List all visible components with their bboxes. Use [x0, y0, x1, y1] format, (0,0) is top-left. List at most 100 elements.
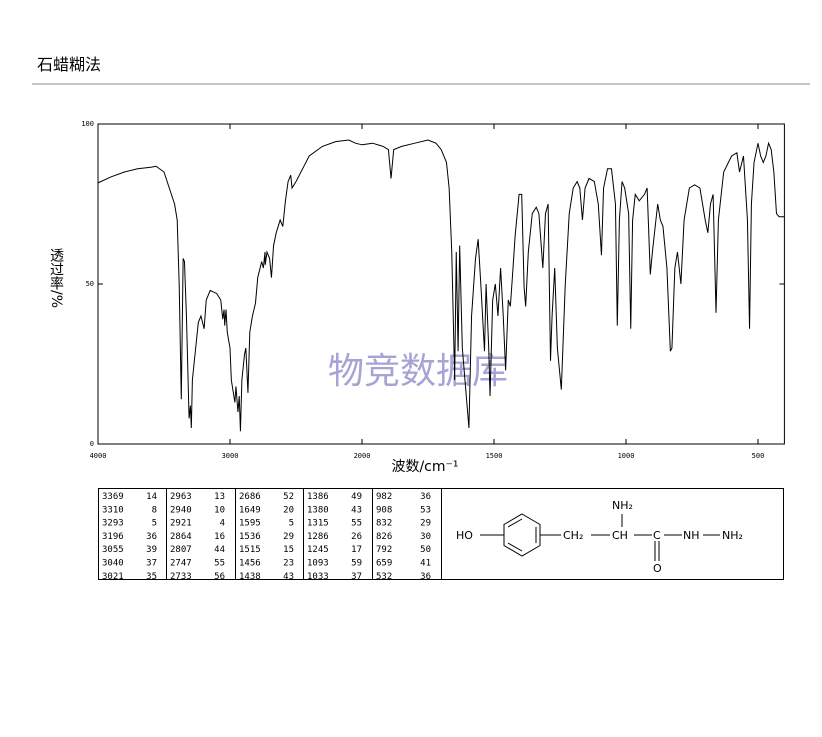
peak-wavenumber: 1456	[239, 559, 261, 569]
peak-transmittance: 55	[351, 519, 362, 529]
peak-wavenumber: 3055	[102, 545, 124, 555]
peak-wavenumber: 1386	[307, 492, 329, 502]
peak-wavenumber: 1033	[307, 572, 329, 582]
peak-wavenumber: 2747	[170, 559, 192, 569]
structure	[480, 513, 720, 561]
y-tick-label: 50	[86, 280, 94, 288]
benzene-ring	[503, 513, 541, 557]
page-title: 石蜡糊法	[37, 55, 101, 74]
y-tick-label: 100	[81, 120, 94, 128]
peak-transmittance: 36	[146, 532, 157, 542]
peak-transmittance: 5	[152, 519, 157, 529]
peak-transmittance: 16	[214, 532, 225, 542]
peak-wavenumber: 2940	[170, 505, 192, 515]
peak-wavenumber: 832	[376, 519, 392, 529]
peak-transmittance: 20	[283, 505, 294, 515]
peak-transmittance: 50	[420, 545, 431, 555]
peak-wavenumber: 1536	[239, 532, 261, 542]
peak-wavenumber: 3293	[102, 519, 124, 529]
peak-wavenumber: 826	[376, 532, 392, 542]
peak-transmittance: 4	[220, 519, 225, 529]
x-tick-label: 3000	[222, 452, 239, 460]
peak-wavenumber: 1286	[307, 532, 329, 542]
peak-wavenumber: 3310	[102, 505, 124, 515]
atom-label: HO	[456, 529, 473, 542]
peak-transmittance: 49	[351, 492, 362, 502]
y-axis-label: 透过率/%	[48, 248, 64, 308]
peak-transmittance: 23	[283, 559, 294, 569]
peak-transmittance: 44	[214, 545, 225, 555]
peak-transmittance: 17	[351, 545, 362, 555]
peak-wavenumber: 2807	[170, 545, 192, 555]
x-tick-label: 2000	[354, 452, 371, 460]
peak-transmittance: 41	[420, 559, 431, 569]
peak-transmittance: 15	[283, 545, 294, 555]
peak-transmittance: 13	[214, 492, 225, 502]
peak-wavenumber: 3369	[102, 492, 124, 502]
watermark: 物竞数据库	[328, 351, 508, 392]
peak-wavenumber: 659	[376, 559, 392, 569]
peak-transmittance: 29	[420, 519, 431, 529]
peak-transmittance: 36	[420, 572, 431, 582]
peak-wavenumber: 982	[376, 492, 392, 502]
peak-wavenumber: 2921	[170, 519, 192, 529]
double-bond	[507, 518, 523, 528]
peak-wavenumber: 532	[376, 572, 392, 582]
x-tick-label: 4000	[90, 452, 107, 460]
peak-wavenumber: 1315	[307, 519, 329, 529]
peak-transmittance: 55	[214, 559, 225, 569]
peak-wavenumber: 1093	[307, 559, 329, 569]
peak-wavenumber: 1515	[239, 545, 261, 555]
x-axis-label: 波数/cm⁻¹	[391, 459, 458, 475]
peak-wavenumber: 3040	[102, 559, 124, 569]
atom-label: NH₂	[722, 529, 743, 542]
atom-label: NH	[683, 529, 700, 542]
x-tick-label: 500	[752, 452, 765, 460]
peak-wavenumber: 792	[376, 545, 392, 555]
peak-wavenumber: 3021	[102, 572, 124, 582]
peak-transmittance: 37	[146, 559, 157, 569]
peak-transmittance: 59	[351, 559, 362, 569]
peak-wavenumber: 1595	[239, 519, 261, 529]
peak-transmittance: 43	[283, 572, 294, 582]
peak-transmittance: 10	[214, 505, 225, 515]
peak-wavenumber: 2864	[170, 532, 192, 542]
peak-transmittance: 26	[351, 532, 362, 542]
peak-transmittance: 30	[420, 532, 431, 542]
peak-wavenumber: 1245	[307, 545, 329, 555]
peak-transmittance: 36	[420, 492, 431, 502]
spectrum-line	[97, 139, 785, 432]
peak-transmittance: 35	[146, 572, 157, 582]
peak-transmittance: 43	[351, 505, 362, 515]
atom-label: CH	[612, 529, 628, 542]
peak-wavenumber: 2733	[170, 572, 192, 582]
peak-wavenumber: 3196	[102, 532, 124, 542]
x-tick-label: 1500	[486, 452, 503, 460]
atom-label: C	[653, 529, 661, 542]
peak-wavenumber: 1649	[239, 505, 261, 515]
plot-frame	[97, 123, 785, 445]
peak-transmittance: 52	[283, 492, 294, 502]
x-tick-label: 1000	[618, 452, 635, 460]
y-tick-label: 0	[90, 440, 94, 448]
peak-wavenumber: 1380	[307, 505, 329, 515]
peak-wavenumber: 1438	[239, 572, 261, 582]
atom-label: NH₂	[612, 499, 633, 512]
atom-label: CH₂	[563, 529, 583, 542]
peak-transmittance: 8	[152, 505, 157, 515]
peak-transmittance: 29	[283, 532, 294, 542]
peak-wavenumber: 908	[376, 505, 392, 515]
peak-transmittance: 56	[214, 572, 225, 582]
peak-transmittance: 5	[289, 519, 294, 529]
peak-transmittance: 39	[146, 545, 157, 555]
peak-wavenumber: 2686	[239, 492, 261, 502]
peak-transmittance: 37	[351, 572, 362, 582]
peak-transmittance: 53	[420, 505, 431, 515]
double-bond	[507, 542, 523, 552]
atom-label: O	[653, 562, 662, 575]
peak-wavenumber: 2963	[170, 492, 192, 502]
peak-transmittance: 14	[146, 492, 157, 502]
